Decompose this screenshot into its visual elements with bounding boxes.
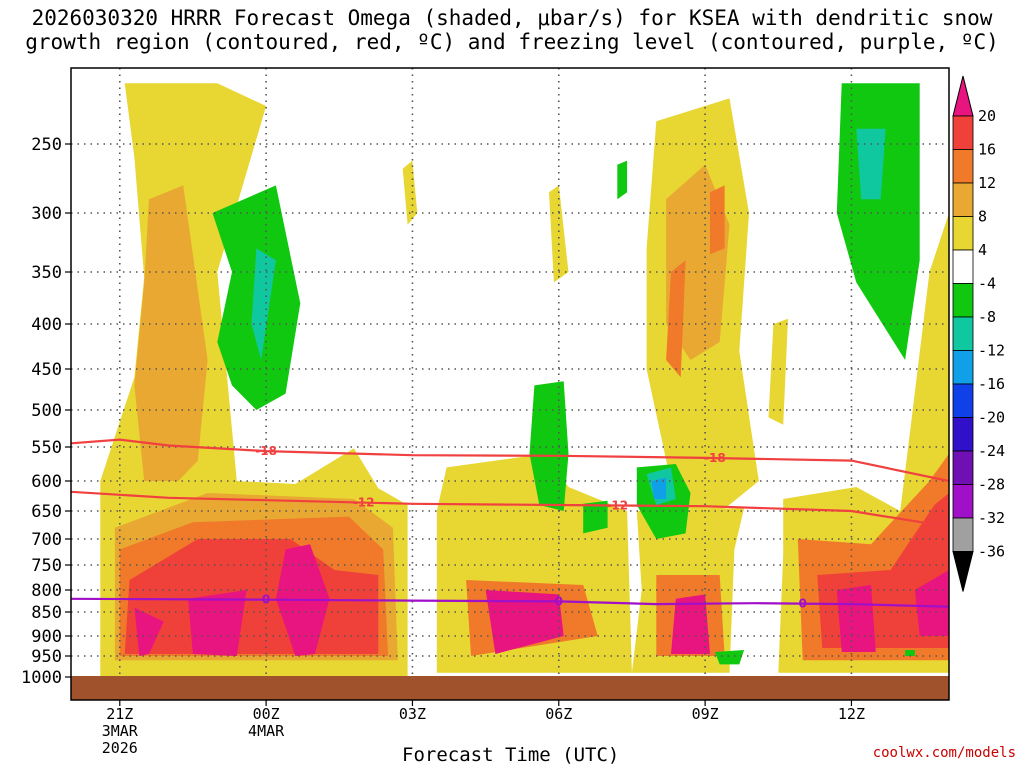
omega-region-23 [402, 160, 418, 225]
colorbar-label-2: 12 [978, 174, 996, 192]
omega-region-25 [768, 318, 788, 425]
credit-text: coolwx.com/models [872, 745, 1016, 761]
omega-region-27 [251, 248, 276, 360]
omega-region-10 [485, 590, 564, 654]
contour-label-1-0: -12 [353, 496, 375, 510]
colorbar-label-13: -36 [978, 543, 1005, 561]
omega-shading [100, 83, 949, 677]
x-tick-label-1-1: 4MAR [248, 722, 285, 740]
y-tick-label-12: 850 [31, 603, 62, 623]
colorbar-segment-4 [952, 216, 974, 251]
omega-region-17 [671, 594, 710, 654]
omega-region-22 [914, 570, 949, 636]
omega-region-37 [905, 650, 915, 656]
colorbar-label-4: 4 [978, 241, 987, 259]
contour-label-2-0: 0 [262, 593, 270, 607]
colorbar-top-arrow [952, 75, 974, 117]
contour-label-0-1: -18 [704, 451, 726, 465]
y-tick-label-5: 500 [31, 401, 62, 421]
contour-line-0 [71, 438, 949, 483]
colorbar-segment-1 [952, 115, 974, 150]
colorbar-segment-5 [952, 249, 974, 284]
contour-label-2-2: 0 [798, 597, 806, 611]
y-tick-label-3: 400 [31, 315, 62, 335]
x-tick-label-0-1: 3MAR [102, 722, 139, 740]
omega-region-13 [666, 260, 686, 378]
chart-title: 2026030320 HRRR Forecast Omega (shaded, … [25, 6, 999, 54]
y-tick-label-9: 700 [31, 530, 62, 550]
colorbar: 20 16 12 8 4 -4 -8 -12 -16 -20 -24 -28 -32 -36 [952, 75, 1005, 592]
contour-label-0-0: -18 [255, 444, 277, 458]
omega-region-32 [651, 477, 667, 499]
colorbar-label-11: -28 [978, 476, 1005, 494]
y-tick-label-1: 300 [31, 204, 62, 224]
x-tick-label-0-0: 21Z [106, 705, 133, 723]
colorbar-segment-13 [952, 517, 974, 552]
omega-region-36 [714, 650, 745, 665]
omega-region-35 [617, 160, 628, 200]
x-tick-label-3-0: 06Z [545, 705, 572, 723]
colorbar-label-12: -32 [978, 509, 1005, 527]
y-tick-label-2: 350 [31, 263, 62, 283]
omega-region-14 [710, 185, 725, 255]
y-tick-label-10: 750 [31, 556, 62, 576]
colorbar-bottom-arrow [952, 551, 974, 592]
y-tick-label-4: 450 [31, 360, 62, 380]
x-axis-label: Forecast Time (UTC) [402, 744, 620, 766]
ground-surface [71, 676, 949, 700]
colorbar-label-0: 20 [978, 107, 996, 125]
contour-line-1 [71, 490, 949, 528]
x-tick-label-5-0: 12Z [838, 705, 865, 723]
omega-region-5 [134, 607, 164, 656]
x-tick-label-2-0: 03Z [399, 705, 426, 723]
omega-region-1 [134, 185, 208, 481]
colorbar-segment-11 [952, 450, 974, 485]
colorbar-label-7: -12 [978, 342, 1005, 360]
colorbar-segment-7 [952, 316, 974, 351]
colorbar-segment-6 [952, 283, 974, 318]
y-tick-label-6: 550 [31, 438, 62, 458]
omega-region-6 [188, 590, 247, 656]
x-tick-label-4-0: 09Z [692, 705, 719, 723]
colorbar-segment-8 [952, 350, 974, 385]
omega-region-34 [856, 128, 886, 200]
colorbar-segment-9 [952, 383, 974, 418]
omega-region-33 [836, 83, 920, 360]
y-tick-label-13: 900 [31, 627, 62, 647]
colorbar-segment-2 [952, 149, 974, 184]
colorbar-segment-10 [952, 417, 974, 452]
colorbar-label-9: -20 [978, 409, 1005, 427]
y-tick-label-7: 600 [31, 472, 62, 492]
omega-region-29 [583, 500, 608, 534]
colorbar-label-8: -16 [978, 375, 1005, 393]
colorbar-label-3: 8 [978, 208, 987, 226]
y-tick-label-11: 800 [31, 581, 62, 601]
y-tick-label-14: 950 [31, 647, 62, 667]
colorbar-label-10: -24 [978, 442, 1005, 460]
contour-lines: -18 -18 -12 -12 0 0 0 [71, 438, 949, 611]
contour-label-1-1: -12 [606, 498, 628, 512]
y-tick-label-15: 1000 [21, 668, 62, 688]
colorbar-label-5: -4 [978, 275, 996, 293]
x-tick-label-0-2: 2026 [102, 739, 138, 757]
omega-region-21 [836, 585, 876, 652]
colorbar-label-1: 16 [978, 141, 996, 159]
colorbar-label-6: -8 [978, 308, 996, 326]
y-tick-label-8: 650 [31, 502, 62, 522]
colorbar-segment-3 [952, 182, 974, 217]
y-tick-label-0: 250 [31, 135, 62, 155]
x-tick-label-1-0: 00Z [253, 705, 280, 723]
colorbar-segment-12 [952, 484, 974, 519]
contour-line-2 [71, 597, 949, 608]
plot-frame [70, 67, 950, 701]
contour-label-2-1: 0 [555, 594, 563, 608]
omega-region-24 [549, 185, 569, 283]
